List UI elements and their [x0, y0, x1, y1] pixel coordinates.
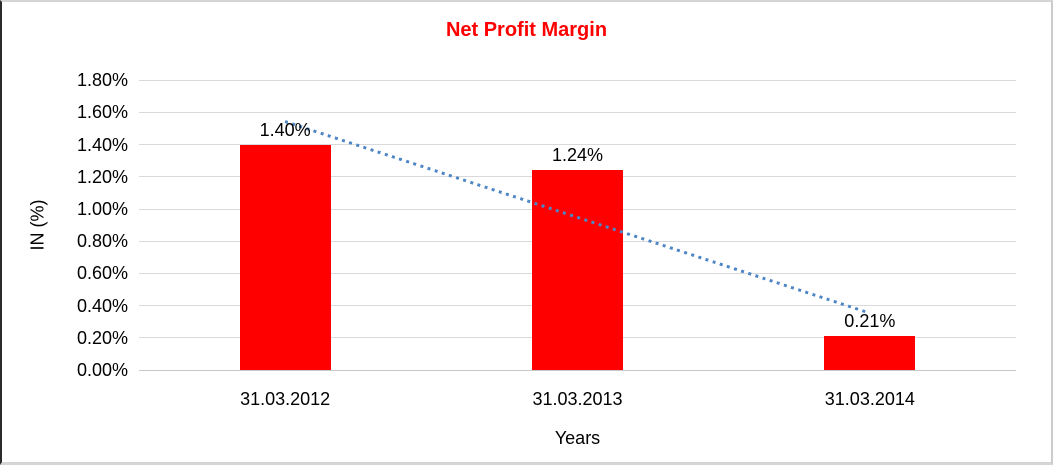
gridline	[139, 79, 1016, 81]
y-tick-label: 1.20%	[76, 166, 128, 187]
gridline	[139, 144, 1016, 146]
x-tick-label: 31.03.2013	[532, 389, 623, 409]
x-tick-label: 31.03.2014	[824, 389, 915, 409]
chart-title: Net Profit Margin	[445, 19, 608, 41]
x-axis-title: Years	[554, 428, 601, 448]
y-tick-label: 1.40%	[76, 134, 128, 155]
y-tick-label: 0.40%	[76, 295, 128, 316]
bar-31.03.2014	[824, 336, 916, 370]
data-label: 1.40%	[259, 119, 311, 140]
y-tick-label: 0.20%	[76, 327, 128, 348]
data-label: 1.24%	[551, 145, 604, 166]
gridline	[139, 111, 1016, 113]
bar-31.03.2013	[532, 170, 623, 370]
x-axis-line	[139, 369, 1016, 371]
y-tick-label: 0.00%	[76, 360, 128, 380]
y-tick-label: 0.60%	[76, 263, 128, 284]
y-tick-label: 1.00%	[76, 199, 128, 219]
x-tick-label: 31.03.2012	[240, 389, 331, 409]
y-tick-label: 0.80%	[76, 231, 128, 252]
y-tick-label: 1.60%	[76, 102, 128, 123]
data-label: 0.21%	[844, 311, 896, 332]
y-tick-label: 1.80%	[76, 70, 128, 91]
bar-31.03.2012	[239, 144, 331, 370]
